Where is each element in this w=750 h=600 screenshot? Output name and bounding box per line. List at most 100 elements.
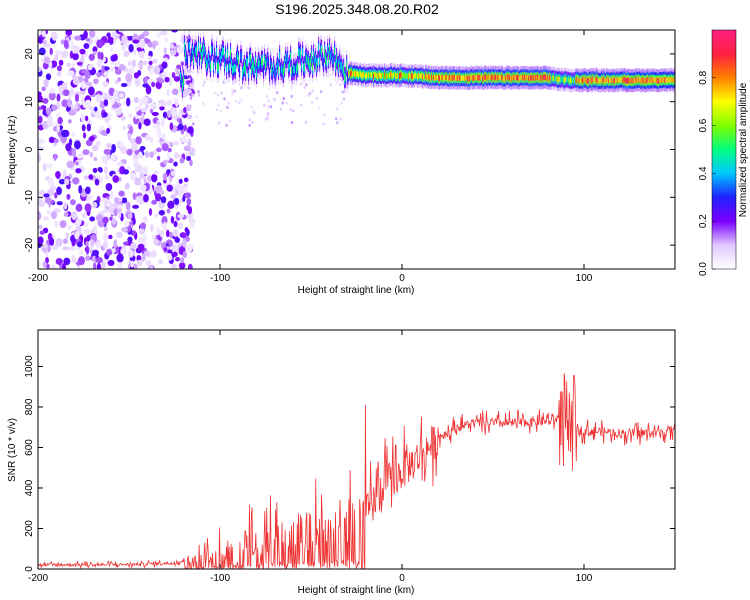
heatmap-cell bbox=[287, 53, 289, 62]
heatmap-cell bbox=[265, 94, 269, 98]
heatmap-cell bbox=[518, 76, 520, 80]
heatmap-cell bbox=[636, 78, 638, 83]
heatmap-cell bbox=[151, 250, 157, 258]
heatmap-cell bbox=[656, 78, 658, 83]
heatmap-cell bbox=[87, 64, 93, 71]
y-tick-label: 600 bbox=[24, 439, 35, 456]
heatmap-cell bbox=[172, 140, 180, 146]
heatmap-cell bbox=[321, 46, 323, 55]
heatmap-cell bbox=[414, 73, 416, 78]
heatmap-cell bbox=[473, 76, 475, 81]
heatmap-cell bbox=[63, 40, 69, 49]
heatmap-cell bbox=[258, 58, 260, 67]
heatmap-cell bbox=[358, 73, 360, 78]
heatmap-cell bbox=[96, 214, 103, 222]
heatmap-cell bbox=[303, 86, 307, 90]
heatmap-cell bbox=[184, 227, 189, 233]
heatmap-cell bbox=[579, 78, 581, 83]
heatmap-cell bbox=[70, 40, 75, 50]
heatmap-cell bbox=[47, 177, 54, 187]
heatmap-cell bbox=[151, 173, 158, 183]
heatmap-cell bbox=[593, 77, 595, 82]
heatmap-cell bbox=[427, 75, 429, 80]
heatmap-cell bbox=[130, 242, 137, 249]
heatmap-cell bbox=[601, 77, 603, 82]
heatmap-cell bbox=[163, 247, 168, 252]
heatmap-cell bbox=[133, 49, 137, 56]
heatmap-cell bbox=[292, 69, 294, 77]
heatmap-cell bbox=[222, 47, 224, 55]
heatmap-cell bbox=[546, 75, 548, 80]
heatmap-cell bbox=[288, 63, 290, 72]
heatmap-cell bbox=[525, 75, 527, 80]
y-tick-label: 0 bbox=[24, 566, 35, 572]
heatmap-cell bbox=[225, 52, 227, 60]
heatmap-cell bbox=[399, 74, 401, 79]
heatmap-cell bbox=[234, 63, 236, 72]
heatmap-cell bbox=[644, 78, 646, 83]
heatmap-cell bbox=[214, 58, 217, 67]
heatmap-cell bbox=[467, 76, 469, 81]
heatmap-cell bbox=[267, 99, 270, 103]
heatmap-cell bbox=[247, 58, 249, 67]
heatmap-cell bbox=[538, 76, 540, 80]
heatmap-cell bbox=[138, 122, 142, 130]
heatmap-cell bbox=[181, 135, 187, 142]
heatmap-cell bbox=[92, 46, 98, 53]
heatmap-cell bbox=[116, 161, 124, 167]
heatmap-cell bbox=[550, 76, 552, 81]
heatmap-cell bbox=[322, 122, 325, 126]
heatmap-cell bbox=[151, 111, 159, 117]
heatmap-cell bbox=[102, 208, 108, 214]
heatmap-cell bbox=[85, 139, 93, 147]
heatmap-cell bbox=[323, 61, 325, 69]
heatmap-cell bbox=[149, 265, 154, 269]
heatmap-cell bbox=[567, 77, 569, 82]
heatmap-cell bbox=[96, 241, 101, 249]
heatmap-cell bbox=[361, 73, 363, 78]
heatmap-cell bbox=[391, 72, 393, 77]
heatmap-cell bbox=[342, 97, 346, 101]
heatmap-cell bbox=[139, 222, 147, 230]
heatmap-cell bbox=[38, 224, 43, 230]
heatmap-cell bbox=[155, 226, 160, 236]
heatmap-cell bbox=[163, 221, 167, 230]
heatmap-cell bbox=[397, 73, 399, 78]
heatmap-cell bbox=[95, 140, 101, 146]
heatmap-cell bbox=[184, 192, 192, 199]
heatmap-cell bbox=[41, 86, 46, 92]
heatmap-cell bbox=[171, 251, 178, 257]
heatmap-cell bbox=[500, 75, 502, 80]
heatmap-cell bbox=[38, 66, 42, 72]
heatmap-cell bbox=[85, 245, 90, 255]
y-tick-label: 1000 bbox=[24, 355, 35, 378]
heatmap-cell bbox=[488, 75, 490, 79]
heatmap-cell bbox=[112, 175, 120, 183]
spectrogram-heatmap bbox=[38, 30, 675, 269]
colorbar-tick-label: 0.4 bbox=[698, 166, 709, 180]
colorbar-ticks: 0.0 0.2 0.4 0.6 0.8 bbox=[698, 70, 716, 276]
heatmap-cell bbox=[195, 48, 198, 56]
heatmap-cell bbox=[187, 41, 190, 50]
colorbar-tick-label: 0.8 bbox=[698, 70, 709, 84]
heatmap-cell bbox=[50, 211, 58, 220]
heatmap-cell bbox=[187, 114, 193, 120]
heatmap-cell bbox=[140, 108, 147, 113]
heatmap-cell bbox=[113, 196, 119, 203]
heatmap-cell bbox=[315, 96, 319, 100]
colorbar-tick-label: 0.6 bbox=[698, 118, 709, 132]
heatmap-cell bbox=[198, 55, 201, 63]
heatmap-cell bbox=[423, 74, 425, 79]
heatmap-cell bbox=[182, 76, 185, 85]
heatmap-cell bbox=[479, 75, 481, 80]
heatmap-cell bbox=[290, 52, 292, 61]
heatmap-cell bbox=[109, 190, 114, 200]
heatmap-cell bbox=[194, 46, 197, 55]
heatmap-cell bbox=[171, 88, 179, 96]
heatmap-cell bbox=[124, 220, 130, 228]
heatmap-cell bbox=[74, 230, 80, 240]
heatmap-cell bbox=[120, 146, 128, 155]
heatmap-cell bbox=[110, 66, 115, 73]
heatmap-cell bbox=[541, 75, 543, 80]
heatmap-cell bbox=[290, 94, 293, 98]
